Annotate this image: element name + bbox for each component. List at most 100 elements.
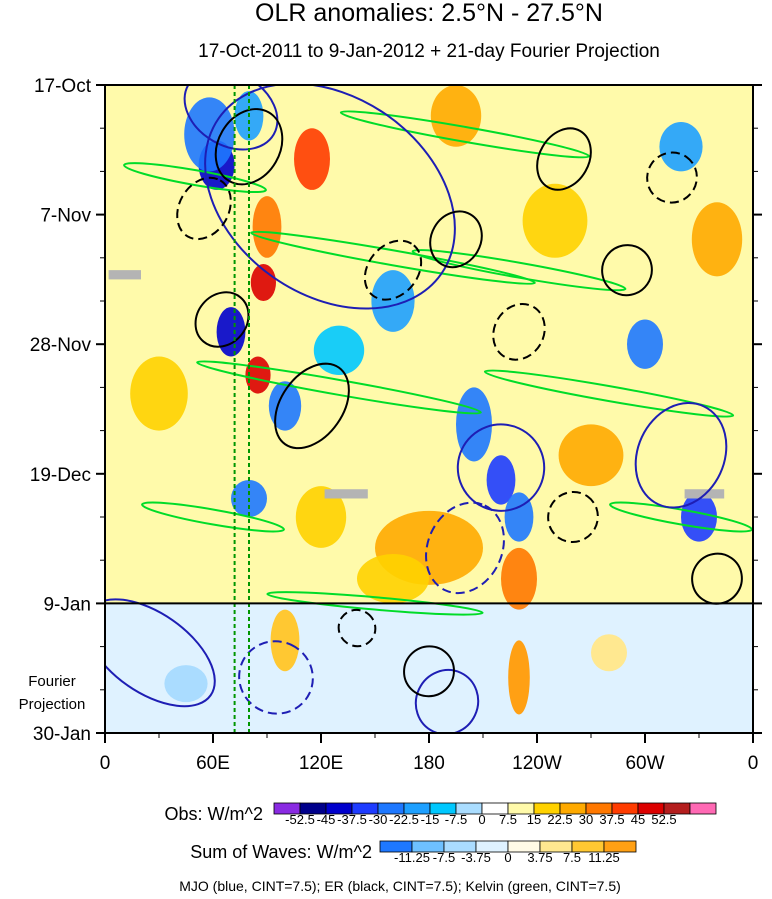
projection-anomaly-cell	[270, 609, 300, 672]
forecast-label-fourier: Fourier	[28, 673, 76, 690]
kelvin-contour	[411, 249, 627, 292]
contour-legend-note: MJO (blue, CINT=7.5); ER (black, CINT=7.…	[179, 878, 621, 894]
x-tick-label: 120E	[299, 753, 343, 774]
mjo-contour	[183, 85, 279, 151]
waves-colorbar: -11.25 -7.5 -3.75 0 3.75 7.5 11.25	[379, 840, 637, 865]
colorbar-tick-label: 0	[504, 850, 511, 865]
olr-anomaly-cell	[486, 455, 516, 505]
er-contour	[691, 552, 743, 605]
y-tick-label: 28-Nov	[30, 335, 92, 356]
olr-anomaly-cell	[659, 122, 703, 172]
y-tick-label: 19-Dec	[30, 465, 91, 486]
kelvin-contour	[250, 230, 536, 285]
colorbar-tick-label: -3.75	[461, 850, 491, 865]
axes: 17-Oct 7-Nov 28-Nov 19-Dec 9-Jan 30-Jan 0 60E 12…	[30, 76, 762, 774]
projection-anomaly-cell	[164, 665, 208, 703]
olr-anomaly-cell	[430, 85, 482, 147]
missing-data-bar	[324, 489, 368, 499]
mjo-contour	[204, 85, 456, 310]
chart-subtitle: 17-Oct-2011 to 9-Jan-2012 + 21-day Fouri…	[198, 41, 660, 62]
colorbar-tick-label: -37.5	[337, 812, 367, 827]
colorbar-tick-label: -7.5	[445, 812, 467, 827]
colorbar-tick-label: 30	[579, 812, 593, 827]
olr-anomaly-cell	[357, 554, 429, 604]
forecast-label-projection: Projection	[19, 696, 86, 713]
olr-anomaly-cell	[371, 270, 415, 332]
colorbar-swatch	[689, 802, 717, 815]
missing-data-bar	[108, 270, 141, 280]
olr-anomaly-cell	[691, 202, 743, 277]
colorbar-tick-label: 7.5	[563, 850, 581, 865]
colorbar-tick-label: 37.5	[599, 812, 624, 827]
colorbar-tick-label: 45	[631, 812, 645, 827]
colorbar-swatch	[603, 840, 637, 853]
projection-anomaly-cell	[508, 640, 530, 715]
colorbar-tick-label: -7.5	[433, 850, 455, 865]
olr-anomaly-cell	[504, 492, 534, 542]
er-contour	[194, 291, 250, 348]
er-contour	[601, 244, 653, 297]
y-tick-label: 9-Jan	[43, 594, 91, 615]
kelvin-contour	[266, 591, 484, 616]
kelvin-contour	[196, 360, 482, 415]
colorbar-tick-label: -45	[317, 812, 336, 827]
colorbar-tick-label: 15	[527, 812, 541, 827]
olr-anomaly-cell	[295, 486, 347, 548]
colorbar-tick-label: 0	[478, 812, 485, 827]
colorbar-tick-label: -30	[369, 812, 388, 827]
olr-anomaly-cell	[522, 183, 588, 258]
olr-anomaly-cell	[501, 547, 537, 610]
colorbar-tick-label: -22.5	[389, 812, 419, 827]
er-contour	[176, 176, 232, 241]
kelvin-contour	[123, 162, 267, 194]
colorbar-tick-label: -52.5	[285, 812, 315, 827]
colorbar-tick-label: -11.25	[394, 850, 430, 865]
colorbar-tick-label: -15	[421, 812, 440, 827]
waves-colorbar-label: Sum of Waves: W/m^2	[190, 842, 372, 862]
olr-anomaly-cell	[627, 319, 663, 369]
kelvin-contour	[141, 501, 285, 533]
mjo-contour	[456, 423, 546, 512]
y-tick-label: 30-Jan	[33, 724, 91, 745]
er-contour	[403, 645, 455, 698]
olr-anomaly-cell	[216, 307, 246, 357]
olr-anomaly-cell	[130, 356, 188, 431]
projection-anomaly-cell	[360, 634, 426, 672]
er-contour	[547, 490, 599, 544]
y-tick-label: 17-Oct	[34, 76, 92, 97]
er-contour	[429, 210, 483, 269]
y-tick-label: 7-Nov	[40, 206, 91, 227]
mjo-contour	[238, 640, 314, 715]
x-tick-label: 60W	[625, 753, 664, 774]
olr-anomaly-cell	[268, 381, 302, 431]
colorbar-tick-label: 22.5	[547, 812, 572, 827]
olr-anomaly-cell	[252, 196, 282, 258]
colorbar-tick-label: 3.75	[527, 850, 552, 865]
obs-colorbar: -52.5 -45 -37.5 -30 -22.5 -15 -7.5 0 7.5 15 22.5 30…	[273, 802, 717, 827]
x-tick-label: 0	[100, 753, 111, 774]
er-contour	[536, 127, 592, 191]
olr-anomaly-cell	[558, 424, 624, 487]
colorbar-tick-label: 7.5	[499, 812, 517, 827]
x-tick-label: 0	[748, 753, 759, 774]
x-tick-label: 60E	[196, 753, 230, 774]
x-tick-label: 180	[413, 753, 445, 774]
mjo-contour	[105, 598, 216, 708]
x-tick-label: 120W	[512, 753, 562, 774]
er-contour	[363, 239, 423, 301]
obs-colorbar-label: Obs: W/m^2	[165, 804, 263, 824]
mjo-contour	[414, 669, 480, 733]
kelvin-contour	[609, 501, 753, 533]
projection-background	[105, 603, 753, 733]
projection-anomaly-cell	[591, 634, 627, 672]
projection-anomaly-cell	[673, 683, 725, 721]
mjo-contour	[634, 402, 728, 509]
er-contour	[337, 608, 377, 648]
kelvin-contour	[483, 369, 735, 418]
er-contour	[492, 303, 546, 361]
er-contour	[646, 151, 698, 204]
colorbar-tick-label: 52.5	[651, 812, 676, 827]
plot-area	[105, 85, 753, 733]
chart-title: OLR anomalies: 2.5°N - 27.5°N	[255, 0, 603, 27]
